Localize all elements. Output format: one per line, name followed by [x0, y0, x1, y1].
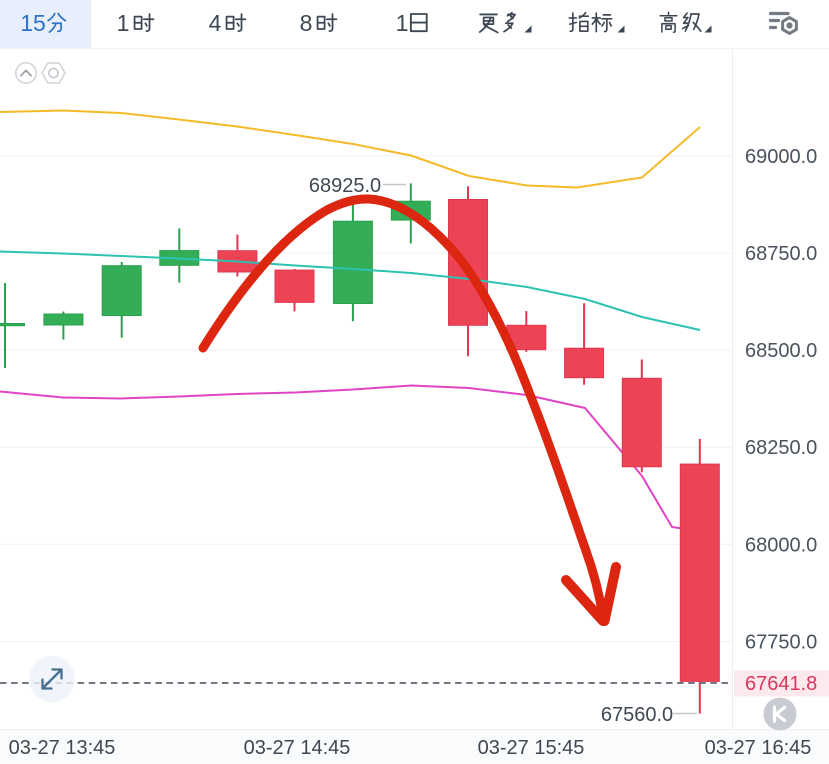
svg-text:15: 15 [20, 10, 46, 36]
svg-text:03-27 13:45: 03-27 13:45 [9, 737, 116, 759]
svg-text:68500.0: 68500.0 [745, 340, 817, 362]
svg-text:03-27 16:45: 03-27 16:45 [705, 737, 812, 759]
svg-text:1: 1 [117, 10, 130, 36]
svg-text:68750.0: 68750.0 [745, 243, 817, 265]
svg-text:8: 8 [300, 10, 313, 36]
svg-text:1: 1 [396, 10, 409, 36]
svg-text:67641.8: 67641.8 [745, 673, 817, 695]
svg-text:67560.0: 67560.0 [601, 704, 673, 726]
svg-text:69000.0: 69000.0 [745, 146, 817, 168]
svg-text:67750.0: 67750.0 [745, 631, 817, 653]
svg-text:68000.0: 68000.0 [745, 534, 817, 556]
svg-text:03-27 15:45: 03-27 15:45 [478, 737, 585, 759]
svg-text:68250.0: 68250.0 [745, 437, 817, 459]
svg-text:03-27 14:45: 03-27 14:45 [244, 737, 351, 759]
svg-text:4: 4 [209, 10, 222, 36]
svg-text:68925.0: 68925.0 [309, 175, 381, 197]
